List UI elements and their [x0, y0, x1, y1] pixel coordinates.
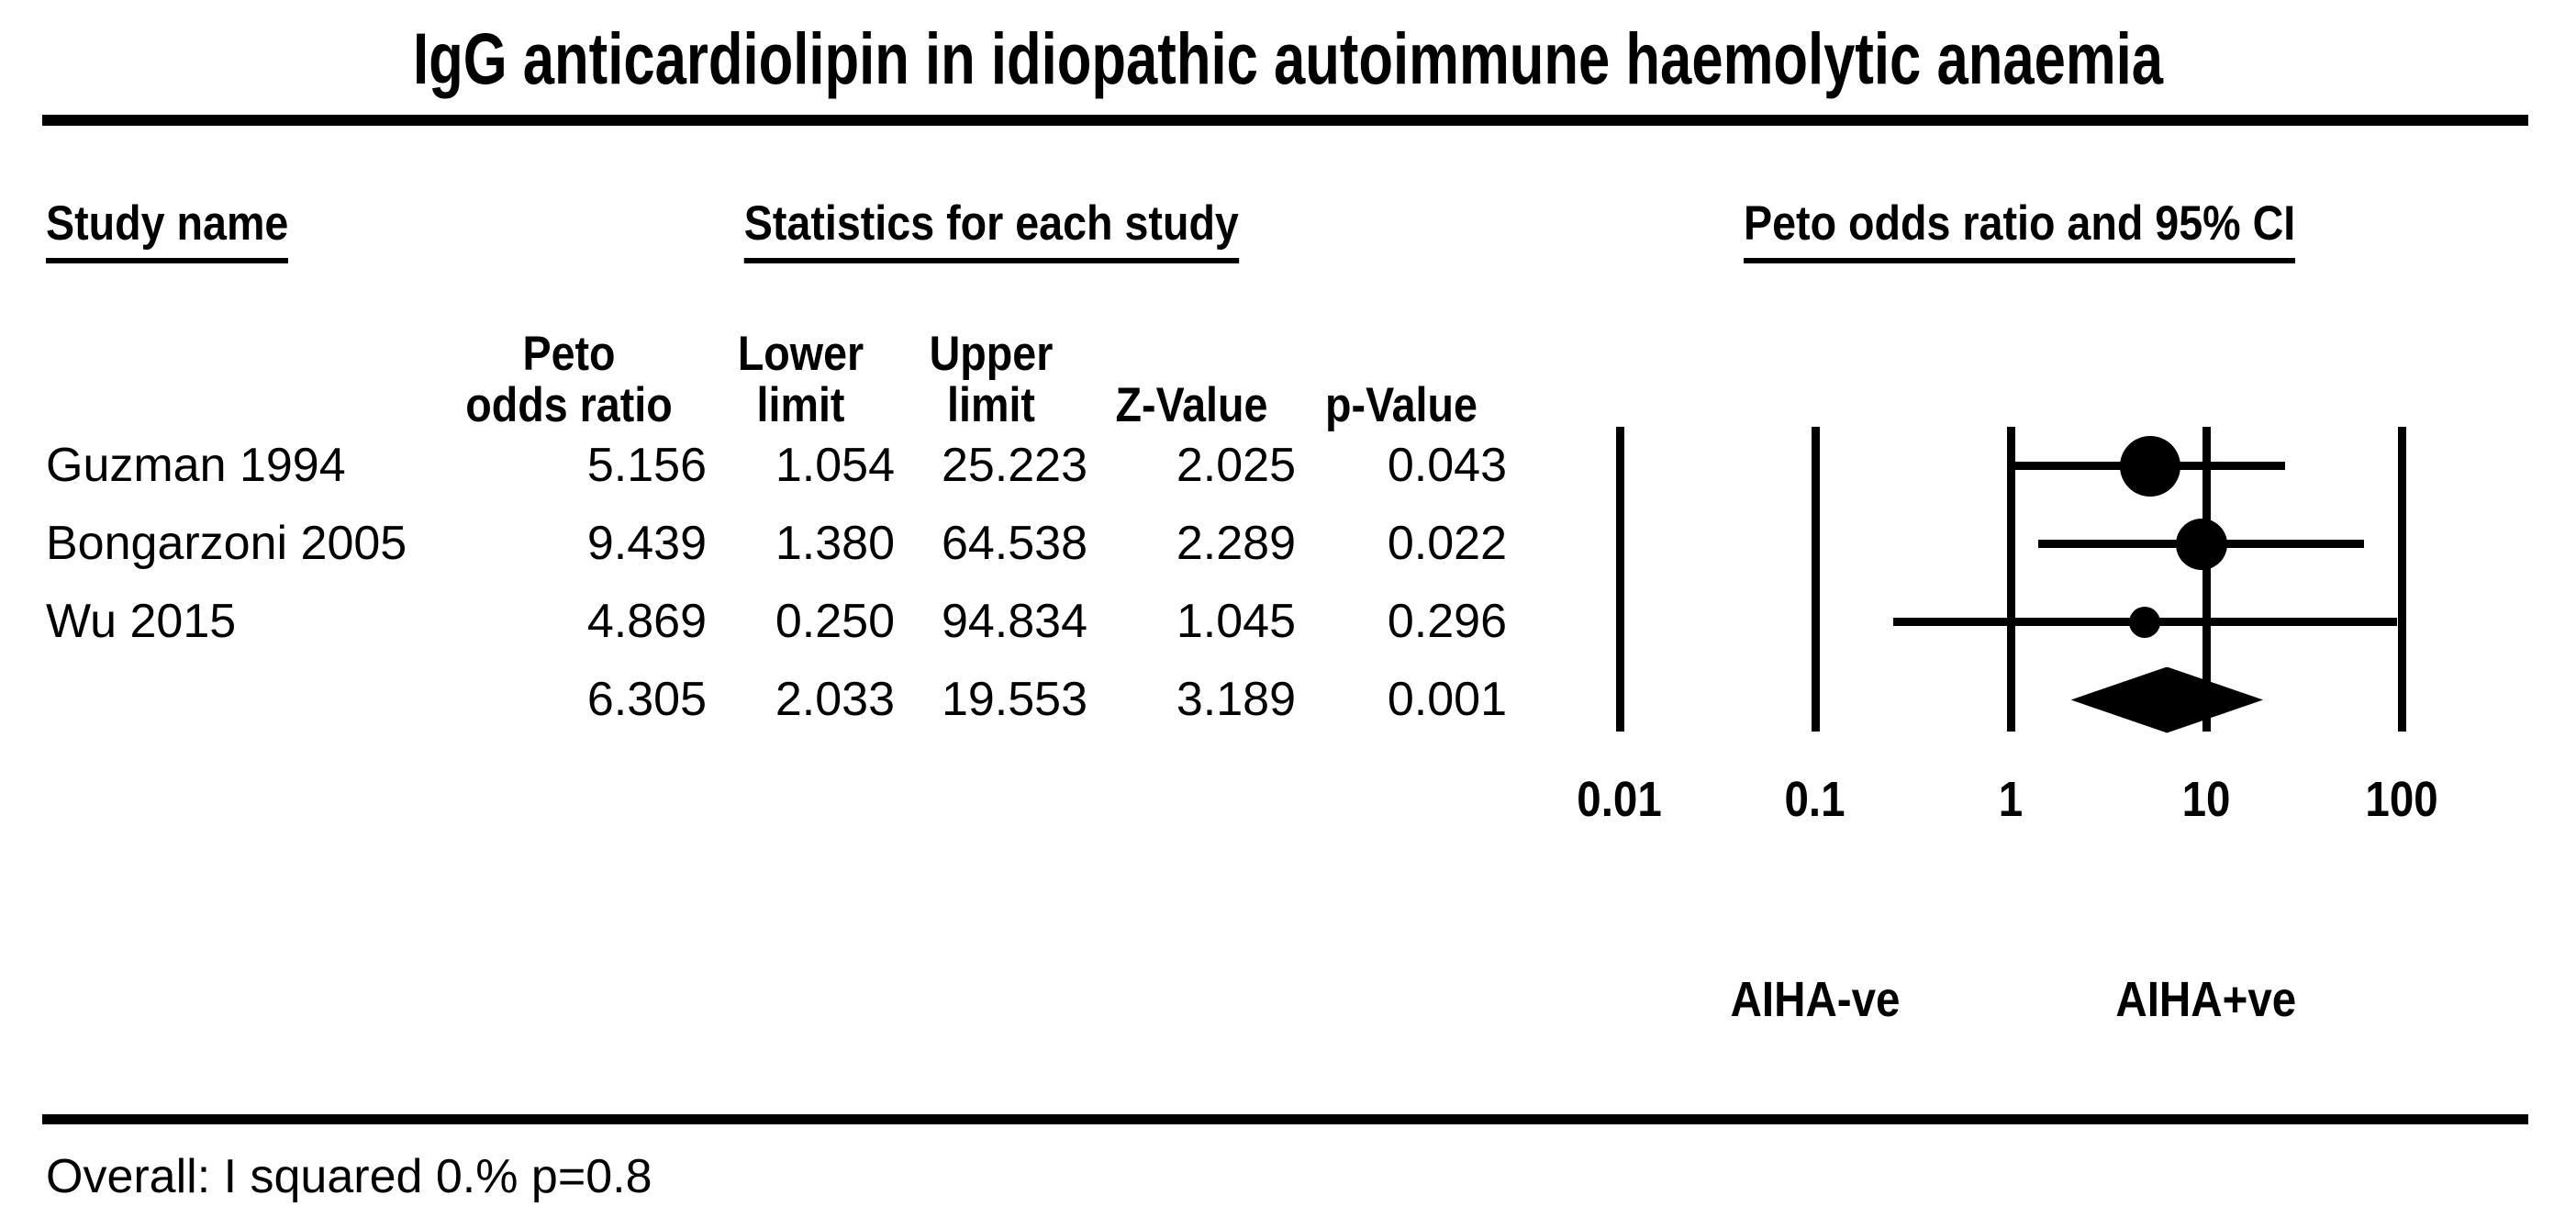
effect-marker-bongarzoni-2005 — [2175, 518, 2227, 570]
peto-odds-ratio-cell: 9.439 — [586, 517, 707, 570]
top-divider — [42, 115, 2528, 126]
column-header-z-value: Z-Value — [1115, 378, 1268, 432]
z-value-cell: 2.289 — [1176, 517, 1296, 570]
lower-limit-cell: 2.033 — [775, 673, 895, 726]
axis-line-1 — [2006, 427, 2015, 732]
upper-limit-cell: 25.223 — [941, 439, 1087, 492]
peto-odds-ratio-cell: 6.305 — [586, 673, 707, 726]
study-row: Guzman 1994 5.156 1.054 25.223 2.025 0.043 — [46, 427, 1507, 505]
overall-row: 6.305 2.033 19.553 3.189 0.001 — [46, 661, 1507, 739]
study-name-cell: Guzman 1994 — [46, 439, 346, 492]
study-name-section-header: Study name — [46, 196, 321, 263]
heterogeneity-footnote: Overall: I squared 0.% p=0.8 — [46, 1150, 652, 1203]
lower-limit-cell: 1.380 — [775, 517, 895, 570]
study-name-header-text: Study name — [46, 196, 289, 263]
z-value-cell: 2.025 — [1176, 439, 1296, 492]
axis-tick-label-1: 1 — [1998, 772, 2024, 827]
column-header-lower-limit: Lower limit — [737, 327, 864, 432]
axis-line-100 — [2397, 427, 2406, 732]
plot-header-text: Peto odds ratio and 95% CI — [1744, 196, 2296, 263]
chart-title-text: IgG anticardiolipin in idiopathic autoim… — [412, 17, 2164, 99]
p-value-cell: 0.296 — [1387, 595, 1507, 648]
upper-limit-cell: 94.834 — [941, 595, 1087, 648]
chart-title: IgG anticardiolipin in idiopathic autoim… — [0, 17, 2576, 101]
overall-diamond — [2070, 666, 2264, 733]
axis-tick-label-10: 10 — [2181, 772, 2231, 827]
axis-line-0.01 — [1615, 427, 1624, 732]
effect-marker-wu-2015 — [2129, 606, 2161, 638]
direction-label-right: AIHA+ve — [2115, 972, 2297, 1027]
peto-odds-ratio-cell: 4.869 — [586, 595, 707, 648]
effect-marker-guzman-1994 — [2119, 435, 2180, 497]
z-value-cell: 3.189 — [1176, 673, 1296, 726]
axis-tick-label-0.1: 0.1 — [1784, 772, 1846, 827]
lower-limit-cell: 1.054 — [775, 439, 895, 492]
p-value-cell: 0.043 — [1387, 439, 1507, 492]
plot-section-header: Peto odds ratio and 95% CI — [1653, 196, 2387, 263]
axis-tick-label-100: 100 — [2365, 772, 2438, 827]
direction-label-left: AIHA-ve — [1730, 972, 1901, 1027]
p-value-cell: 0.022 — [1387, 517, 1507, 570]
column-header-peto-odds-ratio: Peto odds ratio — [465, 327, 673, 432]
study-row: Wu 2015 4.869 0.250 94.834 1.045 0.296 — [46, 583, 1507, 661]
upper-limit-cell: 19.553 — [941, 673, 1087, 726]
statistics-section-header: Statistics for each study — [624, 196, 1358, 263]
column-header-upper-limit: Upper limit — [929, 327, 1054, 432]
p-value-cell: 0.001 — [1387, 673, 1507, 726]
peto-odds-ratio-cell: 5.156 — [586, 439, 707, 492]
lower-limit-cell: 0.250 — [775, 595, 895, 648]
statistics-column-headers: Peto odds ratio Lower limit Upper limit … — [46, 319, 1507, 431]
statistics-table: Guzman 1994 5.156 1.054 25.223 2.025 0.043 Bon… — [46, 427, 1507, 739]
axis-tick-label-0.01: 0.01 — [1577, 772, 1663, 827]
study-name-cell: Bongarzoni 2005 — [46, 517, 407, 570]
bottom-divider — [42, 1114, 2528, 1124]
axis-line-10 — [2202, 427, 2211, 732]
column-header-p-value: p-Value — [1325, 378, 1478, 432]
z-value-cell: 1.045 — [1176, 595, 1296, 648]
study-row: Bongarzoni 2005 9.439 1.380 64.538 2.289 0.02… — [46, 505, 1507, 583]
upper-limit-cell: 64.538 — [941, 517, 1087, 570]
statistics-header-text: Statistics for each study — [743, 196, 1239, 263]
study-name-cell: Wu 2015 — [46, 595, 237, 648]
axis-line-0.1 — [1811, 427, 1820, 732]
